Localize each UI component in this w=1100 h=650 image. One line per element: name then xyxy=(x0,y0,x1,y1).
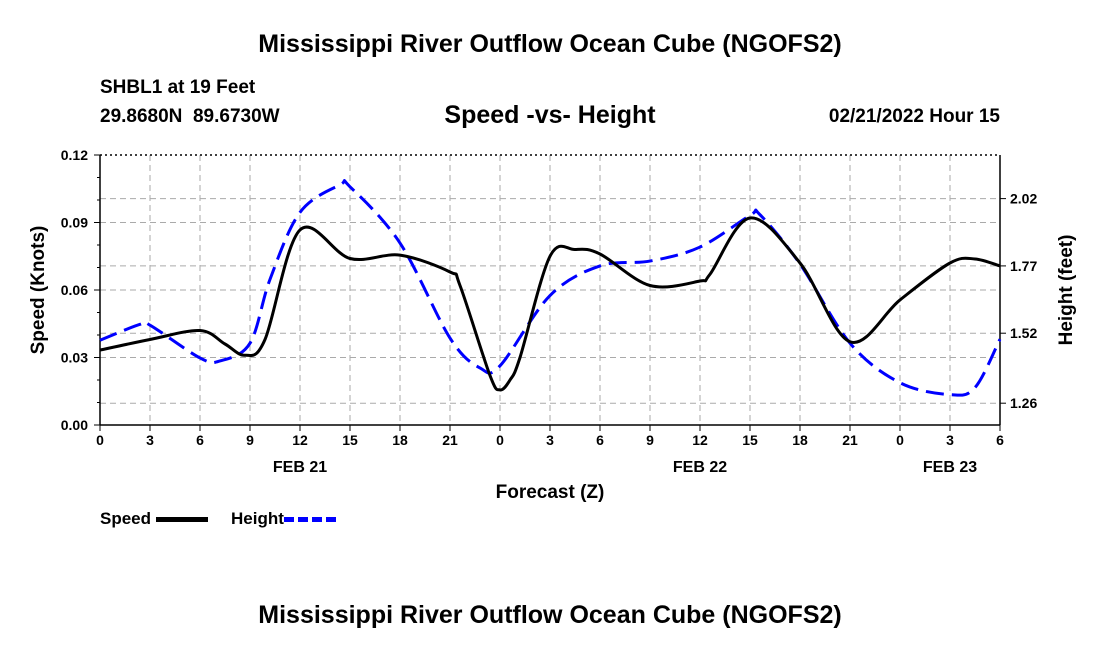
legend-height-label: Height xyxy=(231,509,284,528)
x-tick-label: 6 xyxy=(196,432,204,448)
y-tick-label: 0.12 xyxy=(61,147,88,163)
chart-title: Mississippi River Outflow Ocean Cube (NG… xyxy=(258,30,842,58)
x-tick-label: 21 xyxy=(442,432,458,448)
y-tick-label: 0.09 xyxy=(61,215,88,231)
footer-title: Mississippi River Outflow Ocean Cube (NG… xyxy=(258,601,842,629)
x-tick-label: 0 xyxy=(96,432,104,448)
legend-height-swatch xyxy=(283,517,336,523)
y2-tick-label: 2.02 xyxy=(1010,191,1037,207)
location-label: 29.8680N 89.6730W xyxy=(100,106,280,127)
x-tick-label: 3 xyxy=(546,432,554,448)
datetime-label: 02/21/2022 Hour 15 xyxy=(828,106,1000,127)
date-label: FEB 22 xyxy=(673,459,727,476)
y2-tick-label: 1.26 xyxy=(1010,395,1037,411)
x-tick-label: 21 xyxy=(842,432,858,448)
legend-speed: Speed xyxy=(100,509,208,529)
x-tick-label: 15 xyxy=(742,432,758,448)
y-tick-label: 0.03 xyxy=(61,350,88,366)
x-tick-label: 3 xyxy=(146,432,154,448)
y2-tick-label: 1.52 xyxy=(1010,325,1037,341)
y2-tick-label: 1.77 xyxy=(1010,258,1037,274)
station-label: SHBL1 at 19 Feet xyxy=(100,77,256,98)
x-tick-label: 0 xyxy=(496,432,504,448)
x-tick-label: 18 xyxy=(392,432,408,448)
date-label: FEB 23 xyxy=(923,459,977,476)
x-tick-label: 15 xyxy=(342,432,358,448)
chart-subtitle: Speed -vs- Height xyxy=(444,101,656,129)
legend-speed-label: Speed xyxy=(100,509,152,528)
x-axis-label: Forecast (Z) xyxy=(495,482,605,503)
y-tick-label: 0.06 xyxy=(61,282,88,298)
x-tick-label: 6 xyxy=(596,432,604,448)
legend-height: Height xyxy=(231,509,336,529)
x-tick-label: 0 xyxy=(896,432,904,448)
x-tick-label: 9 xyxy=(646,432,654,448)
x-tick-label: 3 xyxy=(946,432,954,448)
x-tick-label: 6 xyxy=(996,432,1004,448)
y2-axis-label: Height (feet) xyxy=(1056,235,1077,346)
y-axis-label: Speed (Knots) xyxy=(28,226,49,355)
x-tick-label: 9 xyxy=(246,432,254,448)
series-line-speed xyxy=(99,216,1001,392)
legend-speed-swatch xyxy=(155,517,208,523)
x-tick-label: 12 xyxy=(692,432,708,448)
date-label: FEB 21 xyxy=(273,459,327,476)
y-tick-label: 0.00 xyxy=(61,417,88,433)
x-tick-label: 12 xyxy=(292,432,308,448)
x-tick-label: 18 xyxy=(792,432,808,448)
